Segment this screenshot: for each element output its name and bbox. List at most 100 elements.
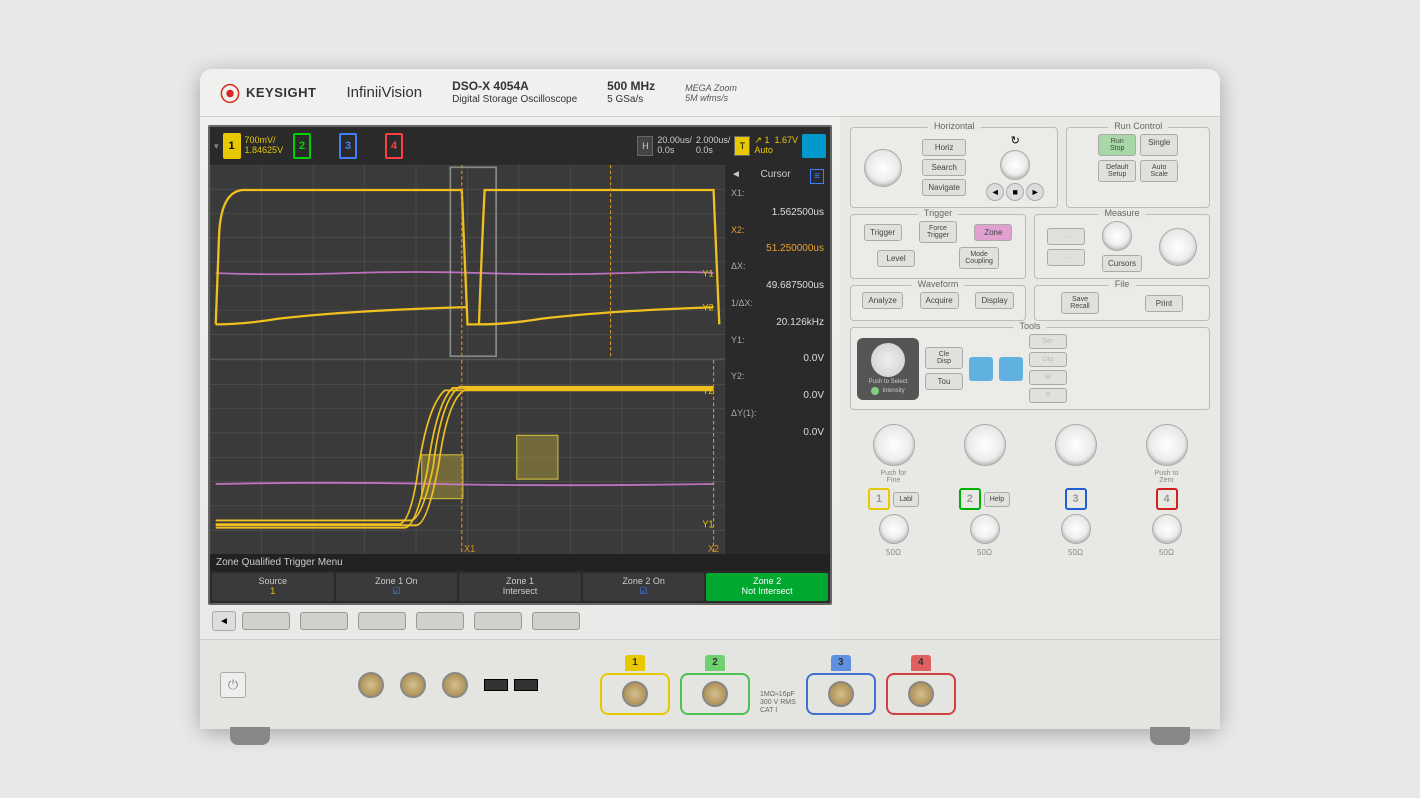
digital-button[interactable]: Dig [1029,352,1067,367]
soft-buttons [242,612,580,630]
clear-display-button[interactable]: Cle Disp [925,347,963,369]
display-button[interactable]: Display [975,292,1013,309]
save-recall-button[interactable]: Save Recall [1061,292,1099,314]
ch4-number-button[interactable]: 4 [1156,488,1178,510]
nav-stop-button[interactable]: ■ [1006,183,1024,201]
keysight-logo-icon: ⦿ [220,78,240,107]
trigger-button[interactable]: Trigger [864,224,902,241]
usb-port-2[interactable] [514,679,538,691]
ch2-position-knob[interactable] [970,514,1000,544]
touchpad-2[interactable] [999,357,1023,381]
ch2-scale-knob[interactable] [964,424,1006,466]
svg-text:Y2: Y2 [702,303,713,313]
ext-trig-bnc[interactable] [442,672,468,698]
ch3-number-button[interactable]: 3 [1065,488,1087,510]
gen-out-2-bnc[interactable] [400,672,426,698]
ch3-badge[interactable]: 3 [339,133,357,159]
run-status-icon[interactable] [802,134,826,158]
menu-zone2[interactable]: Zone 2 Not Intersect [706,573,828,601]
analyze-button[interactable]: Analyze [862,292,902,309]
horizontal-scale-knob[interactable] [864,149,902,187]
run-control-title: Run Control [1108,121,1168,131]
softkey-1[interactable] [242,612,290,630]
softkey-5[interactable] [474,612,522,630]
search-button[interactable]: Search [922,159,966,176]
label-button[interactable]: Labl [893,492,919,507]
model-block: DSO-X 4054A Digital Storage Oscilloscope [452,79,577,105]
ch4-position-knob[interactable] [1152,514,1182,544]
usb-port-1[interactable] [484,679,508,691]
ch4-input-bnc[interactable] [908,681,934,707]
ch2-number-button[interactable]: 2 [959,488,981,510]
trigger-t-badge[interactable]: T [734,136,750,156]
foot-right [1150,727,1190,745]
model-number: DSO-X 4054A [452,79,577,93]
softkey-3[interactable] [358,612,406,630]
softkey-2[interactable] [300,612,348,630]
nav-fwd-button[interactable]: ► [1026,183,1044,201]
math-button[interactable]: M [1029,370,1067,385]
level-button[interactable]: Level [877,250,915,267]
lower-waveform[interactable]: X1 X2 Y1 Y2 [210,360,725,555]
measure-btn-1[interactable]: — [1047,228,1085,245]
serial-button[interactable]: Ser [1029,334,1067,349]
menu-source[interactable]: Source 1 [212,573,334,601]
ch3-scale-knob[interactable] [1055,424,1097,466]
input-ch1-tab: 1 [625,655,645,671]
cursor-y1-val: 0.0V [803,352,824,365]
mode-coupling-button[interactable]: Mode Coupling [959,247,999,269]
touchpad-1[interactable] [969,357,993,381]
ch1-number-button[interactable]: 1 [868,488,890,510]
lcd-display[interactable]: ▾ 1 700mV/ 1.84625V 2 3 4 H 20.00us/ [208,125,832,605]
bandwidth-block: 500 MHz 5 GSa/s [607,79,655,105]
svg-text:X2: X2 [708,543,719,554]
cursor-menu-icon[interactable]: ≡ [810,169,824,184]
print-button[interactable]: Print [1145,295,1183,312]
upper-waveform[interactable]: Y2 Y1 [210,165,725,360]
menu-zone1[interactable]: Zone 1 Intersect [459,573,581,601]
ch1-badge[interactable]: 1 [223,133,241,159]
horizontal-position-knob[interactable] [1000,150,1030,180]
ch2-badge[interactable]: 2 [293,133,311,159]
ch1-input-bnc[interactable] [622,681,648,707]
ch4-badge[interactable]: 4 [385,133,403,159]
trigger-section: Trigger Trigger Force Trigger Zone Level… [850,214,1026,279]
measure-knob[interactable] [1102,221,1132,251]
power-button[interactable]: ⏻ [220,672,246,698]
run-stop-button[interactable]: Run Stop [1098,134,1136,156]
softkey-6[interactable] [532,612,580,630]
cursors-knob[interactable] [1159,228,1197,266]
ch3-position-knob[interactable] [1061,514,1091,544]
acquire-button[interactable]: Acquire [920,292,959,309]
ch1-position-knob[interactable] [879,514,909,544]
svg-text:X1: X1 [464,543,475,554]
ch1-scale-knob[interactable] [873,424,915,466]
default-setup-button[interactable]: Default Setup [1098,160,1136,182]
navigate-button[interactable]: Navigate [922,179,966,196]
timebase-h-badge[interactable]: H [637,136,653,156]
zoom-reset-icon[interactable]: ↻ [1011,134,1020,147]
oscilloscope-device: ⦿ KEYSIGHT InfiniiVision DSO-X 4054A Dig… [200,69,1220,729]
ch4-scale-knob[interactable] [1146,424,1188,466]
measure-btn-2[interactable]: — [1047,249,1085,266]
gen-out-1-bnc[interactable] [358,672,384,698]
single-button[interactable]: Single [1140,134,1178,156]
select-knob[interactable] [871,343,905,377]
touch-button[interactable]: Tou [925,373,963,390]
softkey-4[interactable] [416,612,464,630]
nav-back-button[interactable]: ◄ [986,183,1004,201]
menu-zone1-val: Intersect [503,587,538,597]
auto-scale-button[interactable]: Auto Scale [1140,160,1178,182]
ch3-input-bnc[interactable] [828,681,854,707]
menu-zone2-on[interactable]: Zone 2 On ☑ [583,573,705,601]
back-button[interactable]: ◄ [212,611,236,631]
help-button[interactable]: Help [984,492,1010,507]
force-trigger-button[interactable]: Force Trigger [919,221,957,243]
horiz-button[interactable]: Horiz [922,139,966,156]
ch2-input-bnc[interactable] [702,681,728,707]
cursors-button[interactable]: Cursors [1102,255,1142,272]
menu-dropdown-icon[interactable]: ▾ [214,141,219,152]
zone-button[interactable]: Zone [974,224,1012,241]
ref-button[interactable]: R [1029,388,1067,403]
menu-zone1-on[interactable]: Zone 1 On ☑ [336,573,458,601]
